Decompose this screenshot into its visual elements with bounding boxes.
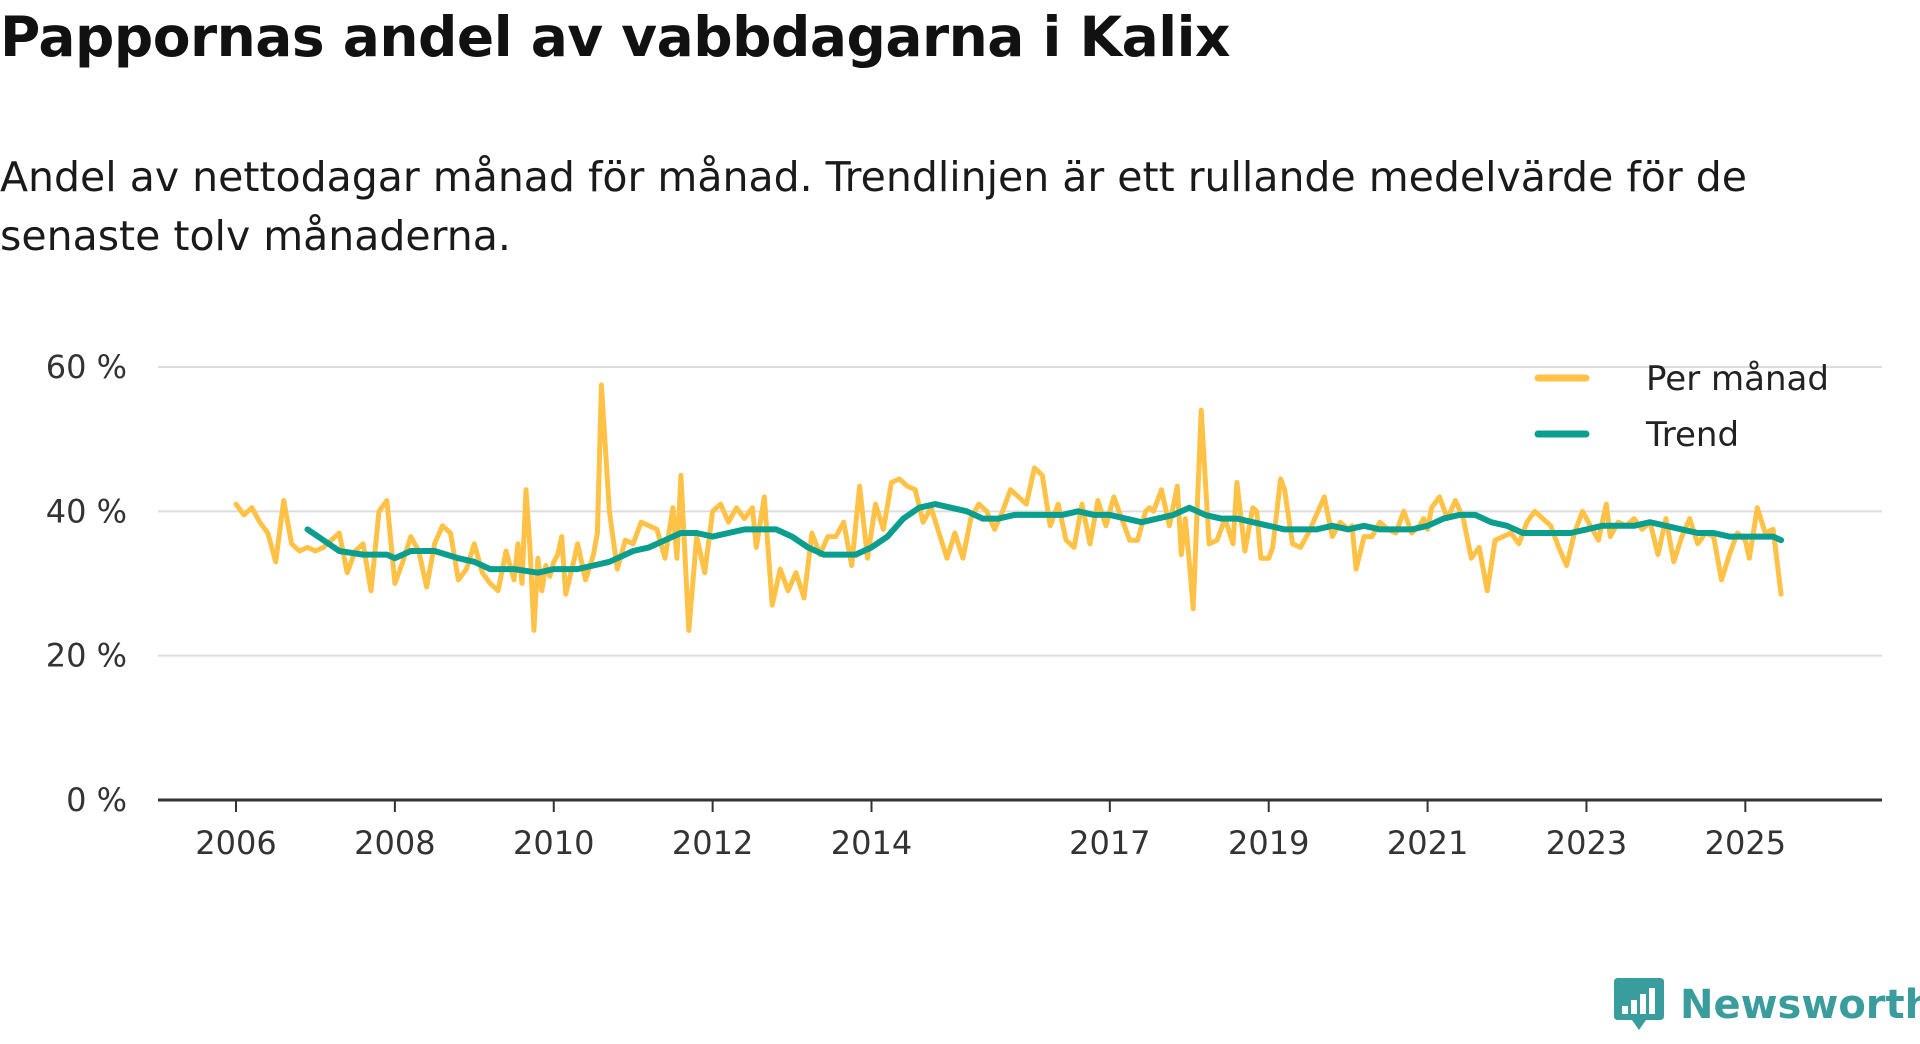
series-line-trend xyxy=(304,501,1785,576)
x-tick-label: 2023 xyxy=(1546,824,1627,862)
x-tick-label: 2021 xyxy=(1387,824,1468,862)
x-tick-label: 2019 xyxy=(1228,824,1309,862)
y-tick-label: 40 % xyxy=(46,492,127,530)
series-lines xyxy=(233,382,1785,633)
x-tick-label: 2008 xyxy=(354,824,435,862)
newsworthy-logo-icon xyxy=(1614,978,1664,1030)
brand-name: Newsworthy xyxy=(1680,982,1920,1028)
chart-subtitle: Andel av nettodagar månad för månad. Tre… xyxy=(0,153,1747,261)
legend: Per månad Trend xyxy=(1534,359,1829,455)
x-tick-label: 2017 xyxy=(1069,824,1150,862)
x-tick-label: 2012 xyxy=(672,824,753,862)
gridlines xyxy=(158,366,1882,657)
y-axis-ticks: 0 % 20 % 40 % 60 % xyxy=(46,348,127,819)
series-line-per-manad xyxy=(233,382,1784,633)
x-tick-label: 2025 xyxy=(1705,824,1786,862)
x-tick-label: 2010 xyxy=(513,824,594,862)
chart-title: Pappornas andel av vabbdagarna i Kalix xyxy=(0,5,1230,69)
x-tick-label: 2006 xyxy=(195,824,276,862)
legend-label: Per månad xyxy=(1646,359,1829,399)
y-tick-label: 60 % xyxy=(46,348,127,386)
x-tick-label: 2014 xyxy=(831,824,912,862)
y-tick-label: 0 % xyxy=(66,781,127,819)
y-tick-label: 20 % xyxy=(46,637,127,675)
line-chart: 0 % 20 % 40 % 60 % 2006 2008 2010 2012 2014 2017… xyxy=(46,348,1882,862)
x-axis: 2006 2008 2010 2012 2014 2017 2019 2021 2023 2025 xyxy=(158,798,1882,862)
legend-label: Trend xyxy=(1645,415,1739,455)
